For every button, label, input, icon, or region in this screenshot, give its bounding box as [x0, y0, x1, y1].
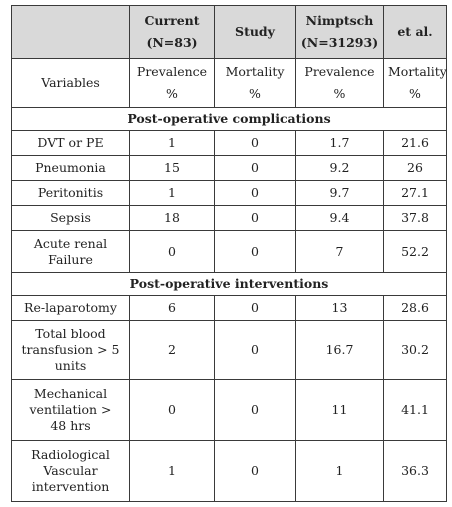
nimptsch-mortality-value: 36.3: [383, 440, 447, 502]
nimptsch-prevalence-unit: %: [333, 86, 346, 101]
subheader-row: Variables Prevalence % Mortality % Preva…: [11, 58, 447, 108]
current-mortality-unit: %: [249, 86, 261, 101]
current-prevalence-value: 1: [129, 180, 215, 206]
current-mortality-value: 0: [214, 155, 296, 181]
nimptsch-mortality-value: 37.8: [383, 205, 447, 231]
nimptsch-prevalence-value: 16.7: [295, 320, 384, 380]
table-row: Re-laparotomy 6 0 13 28.6: [11, 295, 447, 321]
nimptsch-prevalence-value: 11: [295, 379, 384, 441]
nimptsch-mortality-unit: %: [409, 86, 421, 101]
row-label-line: Acute renal: [33, 235, 108, 251]
header-nimptsch-label: Nimptsch: [305, 13, 374, 28]
table-row: Acute renal Failure 0 0 7 52.2: [11, 230, 447, 273]
nimptsch-mortality-value: 52.2: [383, 230, 447, 273]
header-current-cell: Current (N=83): [129, 5, 215, 59]
nimptsch-prevalence-value: 9.2: [295, 155, 384, 181]
table-row: Sepsis 18 0 9.4 37.8: [11, 205, 447, 231]
current-prevalence-value: 15: [129, 155, 215, 181]
table-row: Peritonitis 1 0 9.7 27.1: [11, 180, 447, 206]
current-mortality-value: 0: [214, 205, 296, 231]
nimptsch-prevalence-label: Prevalence: [304, 64, 375, 79]
nimptsch-mortality-label: Mortality: [388, 64, 447, 79]
current-prevalence-value: 6: [129, 295, 215, 321]
nimptsch-prevalence-value: 9.7: [295, 180, 384, 206]
current-prevalence-value: 1: [129, 440, 215, 502]
row-label: Radiological Vascular intervention: [11, 440, 130, 502]
variables-header: Variables: [11, 58, 130, 108]
current-mortality-value: 0: [214, 180, 296, 206]
row-label: Sepsis: [11, 205, 130, 231]
row-label-line: units: [54, 358, 87, 373]
nimptsch-mortality-value: 28.6: [383, 295, 447, 321]
current-prevalence-value: 18: [129, 205, 215, 231]
current-mortality-value: 0: [214, 379, 296, 441]
nimptsch-mortality-header: Mortality %: [383, 58, 447, 108]
header-current-n: (N=83): [146, 35, 198, 50]
table-row: Total blood transfusion > 5 units 2 0 16…: [11, 320, 447, 380]
header-study-cell: Study: [214, 5, 296, 59]
current-prevalence-value: 0: [129, 379, 215, 441]
row-label: Re-laparotomy: [11, 295, 130, 321]
current-mortality-value: 0: [214, 440, 296, 502]
current-mortality-value: 0: [214, 320, 296, 380]
table-row: Radiological Vascular intervention 1 0 1…: [11, 440, 447, 502]
table-row: DVT or PE 1 0 1.7 21.6: [11, 130, 447, 156]
nimptsch-mortality-value: 21.6: [383, 130, 447, 156]
current-prevalence-value: 2: [129, 320, 215, 380]
nimptsch-prevalence-header: Prevalence %: [295, 58, 384, 108]
row-label-line: ventilation >: [29, 402, 112, 417]
row-label-line: Total blood: [35, 326, 106, 341]
row-label: Acute renal Failure: [11, 230, 130, 273]
table-row: Mechanical ventilation > 48 hrs 0 0 11 4…: [11, 379, 447, 441]
section-header-interventions: Post-operative interventions: [11, 272, 447, 296]
nimptsch-mortality-value: 27.1: [383, 180, 447, 206]
nimptsch-prevalence-value: 1.7: [295, 130, 384, 156]
section-title: Post-operative complications: [11, 107, 447, 131]
header-nimptsch-n: (N=31293): [300, 35, 379, 50]
header-blank-cell: [11, 5, 130, 59]
nimptsch-mortality-value: 41.1: [383, 379, 447, 441]
header-etal-cell: et al.: [383, 5, 447, 59]
row-label: Peritonitis: [11, 180, 130, 206]
row-label-line: 48 hrs: [50, 418, 91, 433]
current-mortality-label: Mortality: [225, 64, 285, 79]
table-row: Pneumonia 15 0 9.2 26: [11, 155, 447, 181]
row-label-line: Failure: [48, 251, 93, 267]
current-mortality-value: 0: [214, 295, 296, 321]
nimptsch-mortality-value: 30.2: [383, 320, 447, 380]
results-table: Current (N=83) Study Nimptsch (N=31293) …: [11, 5, 447, 502]
current-prevalence-label: Prevalence: [136, 64, 208, 79]
current-mortality-value: 0: [214, 130, 296, 156]
row-label-line: intervention: [31, 479, 110, 494]
current-prevalence-header: Prevalence %: [129, 58, 215, 108]
nimptsch-prevalence-value: 1: [295, 440, 384, 502]
section-header-complications: Post-operative complications: [11, 107, 447, 131]
current-mortality-value: 0: [214, 230, 296, 273]
row-label: Total blood transfusion > 5 units: [11, 320, 130, 380]
row-label-line: Vascular: [43, 463, 98, 478]
nimptsch-prevalence-value: 9.4: [295, 205, 384, 231]
nimptsch-prevalence-value: 7: [295, 230, 384, 273]
current-mortality-header: Mortality %: [214, 58, 296, 108]
row-label-line: transfusion > 5: [21, 342, 120, 357]
current-prevalence-value: 1: [129, 130, 215, 156]
row-label-line: Mechanical: [33, 386, 108, 401]
nimptsch-prevalence-value: 13: [295, 295, 384, 321]
header-row: Current (N=83) Study Nimptsch (N=31293) …: [11, 5, 447, 59]
current-prevalence-value: 0: [129, 230, 215, 273]
row-label: Pneumonia: [11, 155, 130, 181]
nimptsch-mortality-value: 26: [383, 155, 447, 181]
header-current-label: Current: [144, 13, 200, 28]
current-prevalence-unit: %: [166, 86, 178, 101]
row-label-line: Radiological: [31, 447, 110, 462]
row-label: Mechanical ventilation > 48 hrs: [11, 379, 130, 441]
row-label: DVT or PE: [11, 130, 130, 156]
section-title: Post-operative interventions: [11, 272, 447, 296]
header-nimptsch-cell: Nimptsch (N=31293): [295, 5, 384, 59]
